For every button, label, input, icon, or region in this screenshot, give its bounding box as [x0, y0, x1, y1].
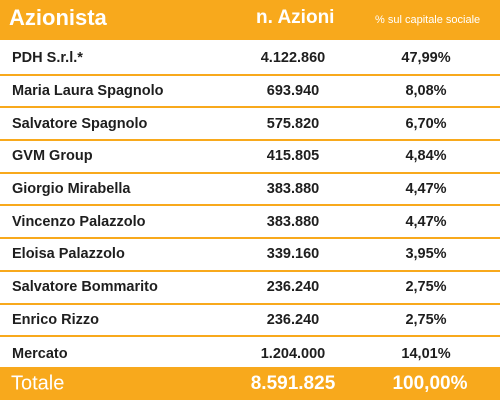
shares-count: 4.122.860: [260, 50, 326, 67]
table-row: Enrico Rizzo 236.240 2,75%: [0, 305, 500, 338]
shares-count: 236.240: [266, 279, 320, 296]
shares-count: 236.240: [266, 311, 320, 328]
table-row: PDH S.r.l.* 4.122.860 47,99%: [0, 43, 500, 76]
share-percent: 4,84%: [405, 148, 447, 165]
share-percent: 3,95%: [405, 246, 447, 263]
share-percent: 4,47%: [405, 213, 447, 230]
shares-count: 415.805: [266, 148, 320, 165]
total-percent: 100,00%: [392, 372, 468, 394]
share-percent: 2,75%: [405, 279, 447, 296]
shareholder-name: PDH S.r.l.*: [12, 50, 83, 67]
shares-count: 383.880: [266, 213, 320, 230]
shareholder-name: Salvatore Spagnolo: [12, 115, 148, 132]
table-header: Azionista n. Azioni % sul capitale socia…: [0, 0, 500, 40]
shareholder-name: Vincenzo Palazzolo: [12, 213, 146, 230]
shareholder-name: Mercato: [12, 345, 68, 362]
header-percent: % sul capitale sociale: [375, 14, 481, 26]
table-row: Salvatore Spagnolo 575.820 6,70%: [0, 108, 500, 142]
shareholder-name: Enrico Rizzo: [12, 311, 100, 328]
shareholder-name: Eloisa Palazzolo: [12, 246, 125, 263]
share-percent: 14,01%: [401, 345, 451, 362]
share-percent: 47,99%: [401, 50, 451, 67]
shareholder-name: GVM Group: [12, 148, 93, 165]
total-label: Totale: [11, 372, 65, 394]
shares-count: 383.880: [266, 181, 320, 198]
table-row: Salvatore Bommarito 236.240 2,75%: [0, 272, 500, 305]
shareholder-name: Maria Laura Spagnolo: [12, 83, 164, 100]
header-shares: n. Azioni: [256, 7, 335, 28]
share-percent: 8,08%: [405, 83, 447, 100]
total-shares: 8.591.825: [250, 372, 336, 394]
table-row: Vincenzo Palazzolo 383.880 4,47%: [0, 206, 500, 240]
shares-count: 339.160: [266, 246, 320, 263]
table-row: Eloisa Palazzolo 339.160 3,95%: [0, 239, 500, 272]
shares-count: 575.820: [266, 115, 320, 132]
table-row: Maria Laura Spagnolo 693.940 8,08%: [0, 76, 500, 109]
share-percent: 4,47%: [405, 181, 447, 198]
table-row: Giorgio Mirabella 383.880 4,47%: [0, 174, 500, 207]
shareholder-name: Salvatore Bommarito: [12, 279, 158, 296]
table-row: Mercato 1.204.000 14,01%: [0, 337, 500, 370]
share-percent: 2,75%: [405, 311, 447, 328]
table-footer-total: Totale 8.591.825 100,00%: [0, 367, 500, 400]
shareholder-name: Giorgio Mirabella: [12, 181, 131, 198]
header-shareholder: Azionista: [9, 5, 107, 30]
table-row: GVM Group 415.805 4,84%: [0, 141, 500, 174]
share-percent: 6,70%: [405, 115, 447, 132]
shares-count: 1.204.000: [260, 345, 326, 362]
table-body: PDH S.r.l.* 4.122.860 47,99% Maria Laura…: [0, 43, 500, 370]
shares-count: 693.940: [266, 83, 320, 100]
